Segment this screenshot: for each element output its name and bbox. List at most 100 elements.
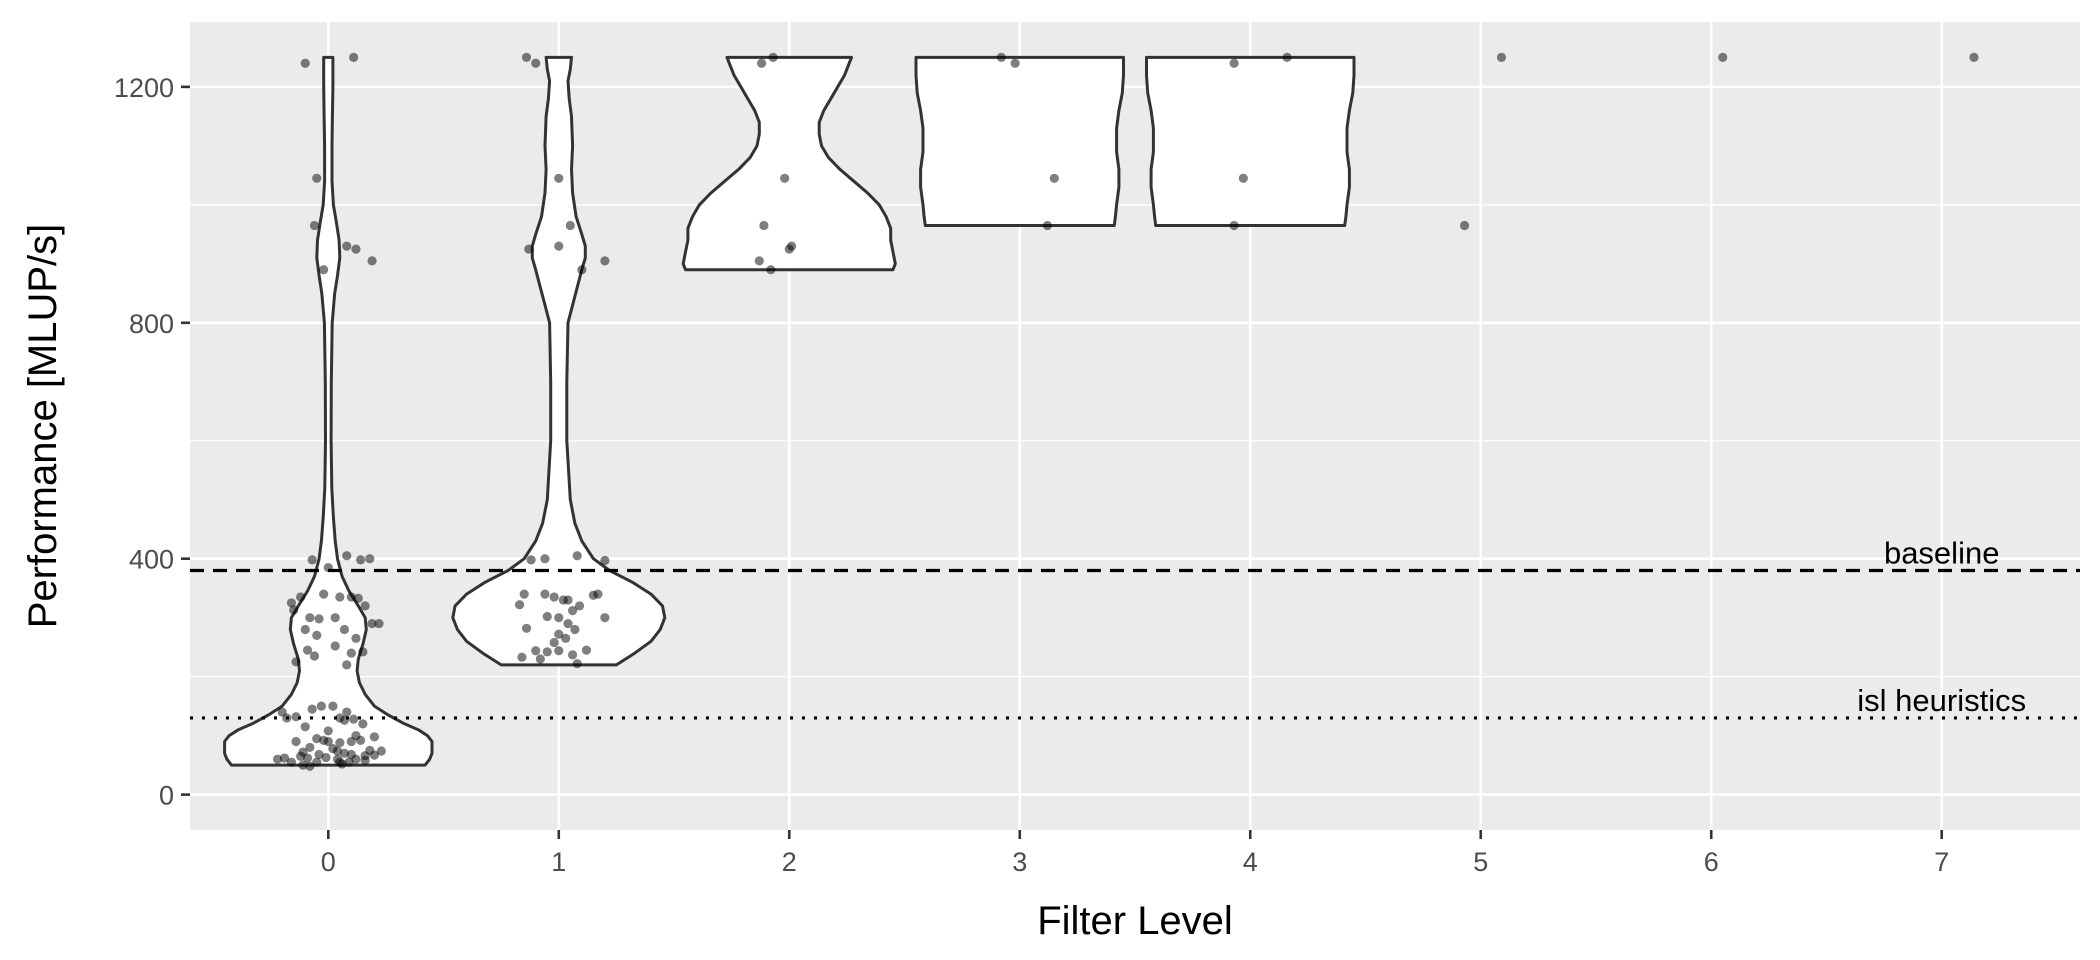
data-point — [282, 713, 292, 723]
data-point — [360, 751, 370, 761]
data-point — [535, 654, 545, 664]
y-tick-label: 800 — [129, 309, 174, 339]
data-point — [342, 551, 352, 561]
data-point — [531, 58, 541, 68]
data-point — [328, 701, 338, 711]
data-point — [593, 589, 603, 599]
data-point — [766, 265, 776, 275]
data-point — [291, 712, 301, 722]
data-point — [519, 589, 529, 599]
x-tick-label: 1 — [551, 847, 566, 877]
data-point — [335, 738, 345, 748]
data-point — [300, 722, 310, 732]
data-point — [296, 592, 306, 602]
violin-level-2 — [681, 55, 897, 272]
data-point — [521, 623, 532, 633]
data-point — [312, 757, 322, 767]
data-point — [321, 752, 331, 763]
reference-lines — [190, 568, 2080, 720]
reference-labels: baseline isl heuristics — [1857, 535, 2026, 717]
data-point — [330, 613, 340, 623]
data-point — [1238, 173, 1248, 183]
data-point — [1459, 220, 1470, 231]
data-point — [768, 52, 778, 62]
data-point — [302, 645, 313, 655]
data-point — [554, 646, 564, 656]
data-point — [561, 633, 571, 643]
data-point — [549, 637, 559, 648]
data-point — [272, 754, 283, 764]
data-point — [577, 265, 587, 275]
data-point — [339, 624, 350, 635]
data-point — [540, 554, 550, 564]
data-point — [754, 256, 764, 266]
data-point — [524, 244, 534, 254]
data-point — [1969, 52, 1979, 62]
data-point — [568, 650, 578, 660]
data-point — [291, 736, 301, 747]
x-tick-label: 7 — [1934, 847, 1949, 877]
data-point — [289, 605, 299, 615]
data-point — [319, 589, 329, 599]
data-point — [572, 659, 582, 669]
data-point — [286, 598, 297, 608]
data-point — [554, 613, 564, 623]
data-point — [346, 736, 356, 747]
data-point — [305, 761, 315, 771]
data-point — [367, 618, 377, 629]
data-point — [1042, 220, 1053, 231]
data-point — [542, 647, 552, 657]
baseline-label: baseline — [1884, 535, 1999, 570]
data-point — [600, 613, 610, 623]
data-point — [360, 601, 370, 611]
data-point — [316, 701, 326, 711]
data-point — [337, 759, 347, 769]
data-point — [554, 241, 564, 251]
data-point — [572, 551, 582, 561]
data-point — [517, 652, 527, 662]
data-point — [540, 589, 550, 599]
data-point — [526, 555, 536, 565]
violin-level-4 — [1145, 55, 1356, 227]
y-tick-label: 1200 — [114, 73, 174, 103]
data-point — [355, 555, 366, 565]
x-tick-label: 5 — [1473, 847, 1488, 877]
data-point — [1010, 58, 1020, 68]
data-point — [600, 256, 610, 266]
violin-level-0 — [223, 55, 434, 767]
data-point — [581, 645, 592, 655]
data-points — [272, 52, 1979, 771]
data-point — [568, 606, 578, 616]
data-point — [291, 657, 301, 667]
data-point — [346, 592, 356, 602]
x-tick-label: 3 — [1012, 847, 1027, 877]
data-point — [563, 618, 573, 629]
data-point — [554, 173, 564, 183]
data-point — [286, 757, 297, 767]
data-point — [369, 732, 379, 742]
data-point — [298, 747, 308, 757]
data-point — [757, 58, 767, 68]
data-point — [319, 265, 329, 275]
data-point — [1229, 220, 1239, 231]
data-point — [305, 613, 315, 623]
data-point — [358, 647, 368, 657]
data-point — [784, 244, 794, 254]
data-point — [365, 554, 375, 564]
data-point — [1496, 52, 1507, 62]
data-point — [307, 555, 317, 565]
data-point — [300, 624, 310, 635]
y-tick-label: 400 — [129, 545, 174, 575]
axes: 0 400 800 1200 0 1 2 3 4 5 6 7 — [114, 73, 1949, 877]
data-point — [346, 648, 356, 658]
data-point — [574, 601, 585, 611]
data-point — [312, 630, 322, 640]
data-point — [531, 646, 541, 656]
data-point — [514, 600, 525, 610]
data-point — [565, 220, 575, 231]
data-point — [351, 754, 361, 764]
data-point — [996, 52, 1006, 62]
data-point — [554, 629, 564, 639]
data-point — [342, 707, 352, 717]
